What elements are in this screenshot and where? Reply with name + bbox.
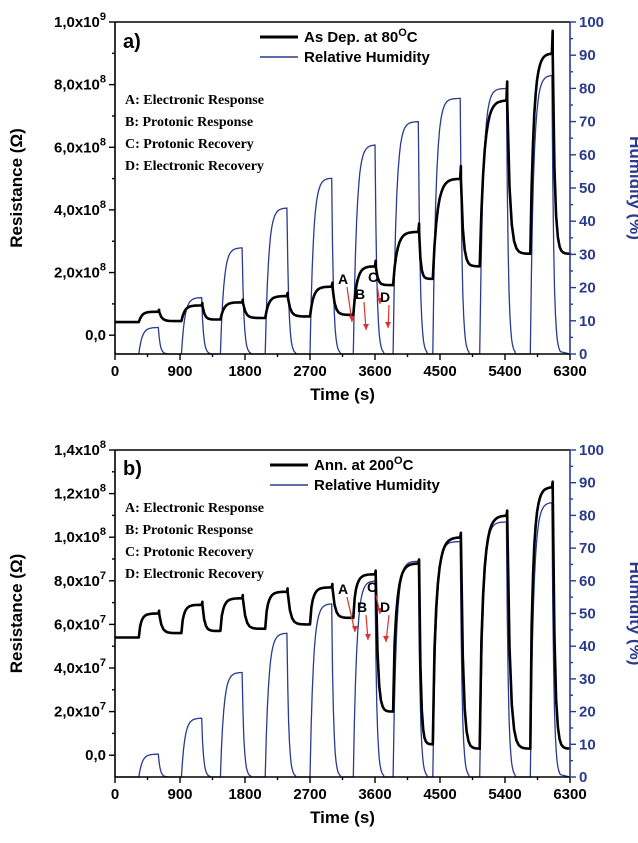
annotation-label: A <box>338 271 348 287</box>
y2-tick-label: 10 <box>579 736 596 753</box>
x-tick-label: 0 <box>111 363 119 380</box>
annotation-label: D <box>380 599 390 615</box>
y2-tick-label: 60 <box>579 147 596 164</box>
annotation-arrowhead <box>385 322 391 328</box>
series-relative-humidity <box>115 501 571 778</box>
note-item: A: Electronic Response <box>125 501 264 516</box>
y2-tick-label: 90 <box>579 475 596 492</box>
y2-tick-label: 80 <box>579 507 596 524</box>
x-tick-label: 1800 <box>228 786 261 803</box>
legend-label: As Dep. at 80OC <box>304 27 418 46</box>
note-item: D: Electronic Recovery <box>125 567 264 582</box>
x-tick-label: 900 <box>167 363 192 380</box>
y-tick-label: 6,0x108 <box>54 136 106 156</box>
y2-tick-label: 90 <box>579 47 596 64</box>
series-resistance <box>115 480 572 750</box>
note-item: C: Protonic Recovery <box>125 545 254 560</box>
annotation-arrowhead <box>363 324 369 330</box>
y2-tick-label: 40 <box>579 638 596 655</box>
note-item: A: Electronic Response <box>125 93 264 108</box>
x-tick-label: 3600 <box>358 363 391 380</box>
annotation-label: C <box>367 579 377 595</box>
legend-label: Relative Humidity <box>304 49 431 66</box>
chart-panel-1: 0 900 1800 2700 3600 4500 5400 63000,02,0x1084,… <box>7 11 638 404</box>
y-axis-title: Resistance (Ω) <box>7 554 26 673</box>
y-tick-label: 8,0x107 <box>54 570 106 590</box>
legend-label: Relative Humidity <box>314 477 441 494</box>
y2-tick-label: 30 <box>579 671 596 688</box>
y2-tick-label: 20 <box>579 280 596 297</box>
x-tick-label: 2700 <box>293 363 326 380</box>
y2-tick-label: 60 <box>579 573 596 590</box>
x-tick-label: 3600 <box>358 786 391 803</box>
y2-tick-label: 0 <box>579 346 587 363</box>
y2-tick-label: 10 <box>579 313 596 330</box>
annotation-label: C <box>368 269 378 285</box>
y2-tick-label: 30 <box>579 246 596 263</box>
y2-tick-label: 50 <box>579 180 596 197</box>
x-tick-label: 0 <box>111 786 119 803</box>
panel-label: b) <box>123 458 142 480</box>
annotation-arrowhead <box>352 626 358 632</box>
y-tick-label: 2,0x107 <box>54 701 106 721</box>
y2-tick-label: 100 <box>579 442 604 459</box>
y-tick-label: 0,0 <box>85 747 106 764</box>
annotation-arrowhead <box>383 636 389 642</box>
y-tick-label: 4,0x108 <box>54 199 106 219</box>
y-tick-label: 1,2x108 <box>54 483 106 503</box>
note-item: C: Protonic Recovery <box>125 137 254 152</box>
y2-tick-label: 100 <box>579 14 604 31</box>
panel-label: a) <box>123 31 141 53</box>
x-tick-label: 5400 <box>488 786 521 803</box>
x-tick-label: 1800 <box>228 363 261 380</box>
annotation-label: B <box>355 286 365 302</box>
chart-panel-2: 0 900 1800 2700 3600 4500 5400 63000,02,0x1074,… <box>7 439 638 827</box>
note-item: B: Protonic Response <box>125 115 253 130</box>
y2-tick-label: 50 <box>579 606 596 623</box>
x-tick-label: 2700 <box>293 786 326 803</box>
y-axis-title: Resistance (Ω) <box>7 128 26 247</box>
annotation-label: D <box>380 289 390 305</box>
x-tick-label: 4500 <box>423 363 456 380</box>
annotation-arrowhead <box>365 634 371 640</box>
note-item: D: Electronic Recovery <box>125 159 264 174</box>
y-tick-label: 8,0x108 <box>54 74 106 94</box>
x-tick-label: 900 <box>167 786 192 803</box>
y-tick-label: 6,0x107 <box>54 613 106 633</box>
y2-tick-label: 70 <box>579 540 596 557</box>
y2-axis-title: Humidity (%) <box>626 136 638 240</box>
y-tick-label: 1,4x108 <box>54 439 106 459</box>
annotation-label: B <box>357 599 367 615</box>
x-tick-label: 5400 <box>488 363 521 380</box>
series-resistance <box>115 29 572 324</box>
legend-label: Ann. at 200OC <box>314 455 414 474</box>
y2-axis-title: Humidity (%) <box>626 562 638 666</box>
y-tick-label: 2,0x108 <box>54 262 106 282</box>
x-tick-label: 6300 <box>553 786 586 803</box>
note-item: B: Protonic Response <box>125 523 253 538</box>
y2-tick-label: 80 <box>579 80 596 97</box>
y2-tick-label: 20 <box>579 704 596 721</box>
annotation-arrowhead <box>377 298 383 304</box>
annotation-arrowhead <box>377 608 383 614</box>
y-tick-label: 1,0x109 <box>54 11 106 31</box>
x-axis-title: Time (s) <box>310 808 375 827</box>
y-tick-label: 4,0x107 <box>54 657 106 677</box>
x-axis-title: Time (s) <box>310 385 375 404</box>
annotation-arrowhead <box>349 316 355 322</box>
x-tick-label: 6300 <box>553 363 586 380</box>
y2-tick-label: 40 <box>579 213 596 230</box>
annotation-label: A <box>338 581 348 597</box>
y-tick-label: 1,0x108 <box>54 526 106 546</box>
y2-tick-label: 70 <box>579 114 596 131</box>
y2-tick-label: 0 <box>579 769 587 786</box>
y-tick-label: 0,0 <box>85 327 106 344</box>
x-tick-label: 4500 <box>423 786 456 803</box>
